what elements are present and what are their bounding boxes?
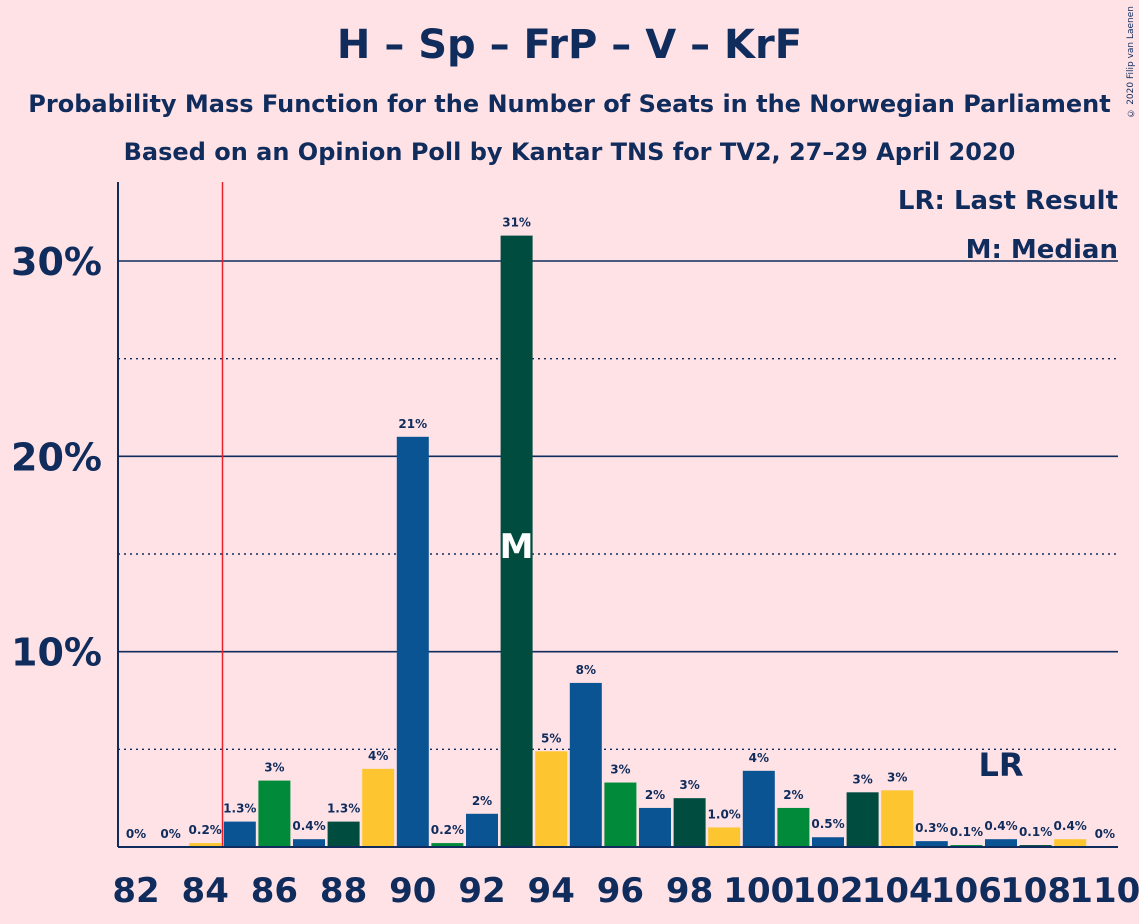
data-label-95: 8% bbox=[576, 663, 596, 677]
data-label-88: 1.3% bbox=[327, 802, 360, 816]
data-label-90: 21% bbox=[398, 417, 427, 431]
bar-95 bbox=[569, 682, 602, 847]
data-label-91: 0.2% bbox=[431, 823, 464, 837]
data-label-102: 0.5% bbox=[811, 817, 844, 831]
x-tick-label: 110 bbox=[1069, 871, 1139, 911]
data-label-109: 0.4% bbox=[1054, 819, 1087, 833]
data-label-93: 31% bbox=[502, 216, 531, 230]
chart-subtitle-1: Probability Mass Function for the Number… bbox=[28, 90, 1111, 118]
x-tick-label: 96 bbox=[597, 871, 644, 911]
y-tick-label: 10% bbox=[11, 631, 102, 675]
bar-94 bbox=[535, 751, 568, 847]
x-tick-label: 104 bbox=[862, 871, 933, 911]
bar-89 bbox=[362, 768, 395, 847]
x-tick-label: 88 bbox=[320, 871, 367, 911]
data-label-108: 0.1% bbox=[1019, 825, 1052, 839]
bar-84 bbox=[189, 843, 222, 847]
x-tick-label: 100 bbox=[723, 871, 794, 911]
x-tick-label: 90 bbox=[389, 871, 436, 911]
x-tick-label: 98 bbox=[666, 871, 713, 911]
chart-title: H – Sp – FrP – V – KrF bbox=[336, 22, 803, 68]
grid-lines bbox=[118, 260, 1118, 751]
x-tick-label: 84 bbox=[182, 871, 229, 911]
bar-92 bbox=[466, 813, 498, 847]
last-result-marker: LR bbox=[978, 746, 1023, 784]
bar-100 bbox=[742, 770, 775, 847]
data-label-96: 3% bbox=[610, 763, 630, 777]
bar-96 bbox=[604, 782, 637, 847]
data-label-89: 4% bbox=[368, 749, 388, 763]
data-label-106: 0.1% bbox=[950, 825, 983, 839]
bar-97 bbox=[639, 807, 671, 847]
data-label-82: 0% bbox=[126, 827, 146, 841]
x-tick-label: 102 bbox=[793, 871, 864, 911]
x-tick-label: 82 bbox=[112, 871, 159, 911]
bar-105 bbox=[915, 841, 948, 847]
bar-88 bbox=[327, 821, 360, 847]
chart-subtitle-2: Based on an Opinion Poll by Kantar TNS f… bbox=[123, 138, 1016, 166]
data-label-107: 0.4% bbox=[984, 819, 1017, 833]
data-label-99: 1.0% bbox=[708, 807, 741, 821]
data-labels-group: 0% 0% 0.2%1.3%3%0.4%1.3%4%21%0.2%2%31%5%8%… bbox=[126, 216, 1115, 841]
bar-104 bbox=[881, 790, 914, 847]
bars-group bbox=[189, 235, 1087, 847]
bar-87 bbox=[293, 839, 325, 847]
data-label-97: 2% bbox=[645, 788, 665, 802]
data-label-92: 2% bbox=[472, 794, 492, 808]
bar-99 bbox=[708, 827, 741, 847]
data-label-103: 3% bbox=[852, 772, 872, 786]
bar-93 bbox=[500, 235, 533, 847]
x-tick-label: 94 bbox=[528, 871, 575, 911]
data-label-87: 0.4% bbox=[292, 819, 325, 833]
bar-103 bbox=[846, 792, 879, 847]
bar-101 bbox=[777, 807, 810, 847]
bar-109 bbox=[1054, 839, 1087, 847]
x-tick-label: 92 bbox=[458, 871, 505, 911]
y-tick-label: 30% bbox=[11, 240, 102, 284]
legend-median: M: Median bbox=[966, 235, 1118, 265]
bar-90 bbox=[396, 436, 429, 847]
bar-107 bbox=[985, 839, 1017, 847]
bar-102 bbox=[812, 837, 844, 847]
y-tick-label: 20% bbox=[11, 435, 102, 479]
data-label-110: 0% bbox=[1095, 827, 1115, 841]
data-label-104: 3% bbox=[887, 770, 907, 784]
data-label-101: 2% bbox=[783, 788, 803, 802]
legend-last-result: LR: Last Result bbox=[898, 186, 1118, 216]
data-label-85: 1.3% bbox=[223, 802, 256, 816]
bar-91 bbox=[431, 843, 464, 847]
x-tick-label: 106 bbox=[931, 871, 1002, 911]
data-label-86: 3% bbox=[264, 761, 284, 775]
median-marker: M bbox=[500, 527, 534, 567]
bar-85 bbox=[223, 821, 256, 847]
data-label-105: 0.3% bbox=[915, 821, 948, 835]
data-label-100: 4% bbox=[749, 751, 769, 765]
bar-98 bbox=[673, 798, 706, 847]
data-label-98: 3% bbox=[679, 778, 699, 792]
axes-group: 10%20%30%82 84 86 88 90 92 94 96 98 1001021041061… bbox=[11, 182, 1139, 911]
data-label-84: 0.2% bbox=[189, 823, 222, 837]
data-label-83: 0% bbox=[160, 827, 180, 841]
x-tick-label: 108 bbox=[1000, 871, 1071, 911]
bar-86 bbox=[258, 780, 291, 847]
x-tick-label: 86 bbox=[251, 871, 298, 911]
data-label-94: 5% bbox=[541, 731, 561, 745]
